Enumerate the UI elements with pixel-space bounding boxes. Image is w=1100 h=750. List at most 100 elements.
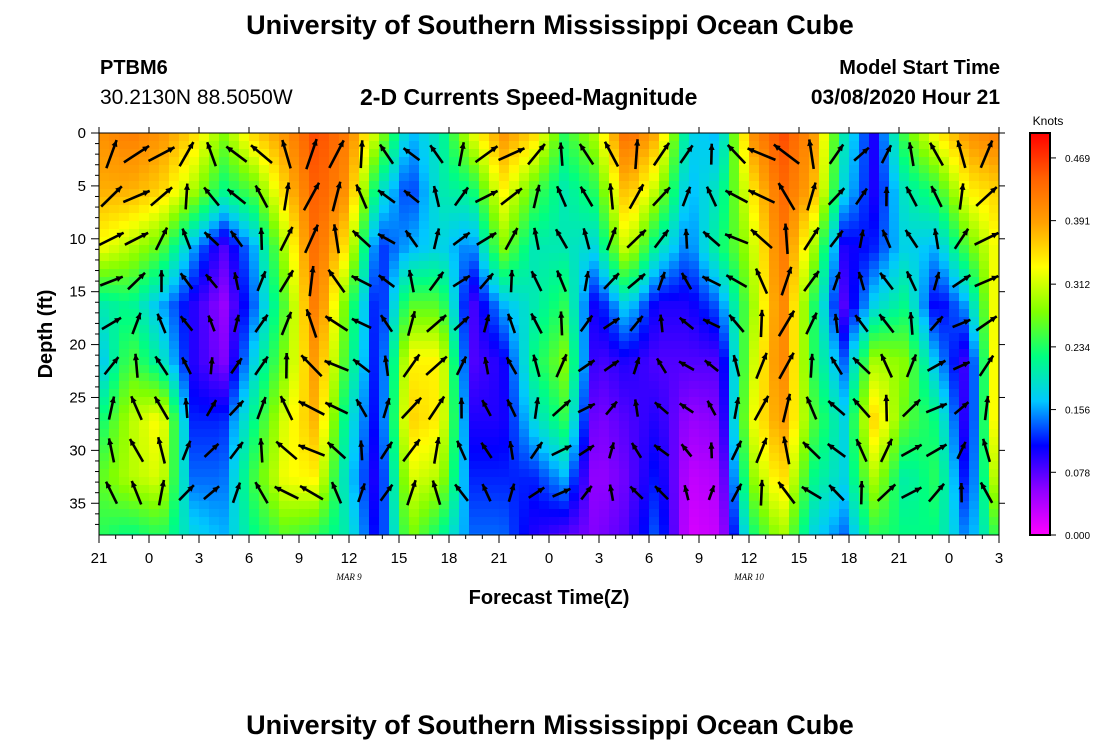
heatmap-cell xyxy=(939,165,950,174)
current-arrow xyxy=(132,353,140,378)
heatmap-cell xyxy=(839,405,850,414)
heatmap-cell xyxy=(199,221,210,230)
heatmap-cell xyxy=(649,389,660,398)
heatmap-cell xyxy=(899,373,910,382)
heatmap-cell xyxy=(449,165,460,174)
heatmap-cell xyxy=(909,349,920,358)
heatmap-cell xyxy=(809,453,820,462)
heatmap-cell xyxy=(289,197,300,206)
current-arrow xyxy=(147,146,176,163)
heatmap-cell xyxy=(569,437,580,446)
heatmap-cell xyxy=(259,285,270,294)
heatmap-cell xyxy=(869,485,880,494)
heatmap-cell xyxy=(819,517,830,526)
heatmap-cell xyxy=(569,317,580,326)
heatmap-cell xyxy=(289,485,300,494)
heatmap-cell xyxy=(679,253,690,262)
heatmap-cell xyxy=(389,141,400,150)
heatmap-cell xyxy=(799,333,810,342)
heatmap-cell xyxy=(829,197,840,206)
current-arrow xyxy=(282,182,291,211)
heatmap-cell xyxy=(589,493,600,502)
current-arrow xyxy=(805,396,818,420)
heatmap-cell xyxy=(509,245,520,254)
current-arrow xyxy=(527,486,546,499)
heatmap-cell xyxy=(299,341,310,350)
model-start-label: Model Start Time xyxy=(839,57,1000,79)
heatmap-cell xyxy=(229,157,240,166)
heatmap-cell xyxy=(189,525,200,534)
heatmap-cell xyxy=(639,317,650,326)
heatmap-cell xyxy=(919,413,930,422)
heatmap-cell xyxy=(209,501,220,510)
heatmap-cell xyxy=(609,373,620,382)
heatmap-cell xyxy=(129,317,140,326)
heatmap-cell xyxy=(299,333,310,342)
heatmap-cell xyxy=(599,245,610,254)
heatmap-cell xyxy=(469,493,480,502)
heatmap-cell xyxy=(619,317,630,326)
heatmap-cell xyxy=(839,261,850,270)
current-arrow xyxy=(203,231,220,247)
heatmap-cell xyxy=(159,517,170,526)
heatmap-cell xyxy=(139,501,150,510)
heatmap-cell xyxy=(779,333,790,342)
heatmap-cell xyxy=(279,429,290,438)
heatmap-cell xyxy=(449,333,460,342)
heatmap-cell xyxy=(889,285,900,294)
heatmap-cell xyxy=(169,229,180,238)
heatmap-cell xyxy=(509,341,520,350)
heatmap-cell xyxy=(939,533,950,535)
heatmap-cell xyxy=(839,309,850,318)
heatmap-cell xyxy=(409,445,420,454)
heatmap-cell xyxy=(169,317,180,326)
heatmap-cell xyxy=(139,181,150,190)
heatmap-cell xyxy=(649,349,660,358)
heatmap-cell xyxy=(969,197,980,206)
heatmap-cell xyxy=(369,421,380,430)
heatmap-cell xyxy=(739,205,750,214)
heatmap-cell xyxy=(529,301,540,310)
heatmap-cell xyxy=(669,533,680,535)
heatmap-cell xyxy=(899,461,910,470)
heatmap-cell xyxy=(459,429,470,438)
heatmap-cell xyxy=(949,173,960,182)
heatmap-cell xyxy=(609,405,620,414)
heatmap-cell xyxy=(189,509,200,518)
heatmap-cell xyxy=(349,429,360,438)
current-arrow xyxy=(203,485,220,501)
heatmap-cell xyxy=(599,317,610,326)
heatmap-cell xyxy=(429,149,440,158)
heatmap-cell xyxy=(179,173,190,182)
heatmap-cell xyxy=(869,301,880,310)
heatmap-cell xyxy=(109,301,120,310)
heatmap-cell xyxy=(429,493,440,502)
heatmap-cell xyxy=(179,445,190,454)
heatmap-cell xyxy=(109,325,120,334)
heatmap-cell xyxy=(839,421,850,430)
heatmap-cell xyxy=(569,525,580,534)
heatmap-cell xyxy=(769,365,780,374)
heatmap-cell xyxy=(779,453,790,462)
heatmap-cell xyxy=(889,173,900,182)
heatmap-cell xyxy=(859,133,870,142)
heatmap-cell xyxy=(849,189,860,198)
heatmap-cell xyxy=(349,277,360,286)
heatmap-cell xyxy=(839,357,850,366)
heatmap-cell xyxy=(889,501,900,510)
heatmap-cell xyxy=(729,477,740,486)
heatmap-cell xyxy=(269,517,280,526)
heatmap-cell xyxy=(539,197,550,206)
heatmap-cell xyxy=(139,157,150,166)
heatmap-cell xyxy=(579,237,590,246)
heatmap-cell xyxy=(939,245,950,254)
heatmap-cell xyxy=(449,237,460,246)
heatmap-cell xyxy=(309,173,320,182)
heatmap-cell xyxy=(319,389,330,398)
heatmap-cell xyxy=(879,245,890,254)
heatmap-cell xyxy=(189,429,200,438)
heatmap-cell xyxy=(549,165,560,174)
heatmap-cell xyxy=(919,525,930,534)
x-tick-label: 3 xyxy=(995,550,1003,567)
heatmap-cell xyxy=(869,477,880,486)
